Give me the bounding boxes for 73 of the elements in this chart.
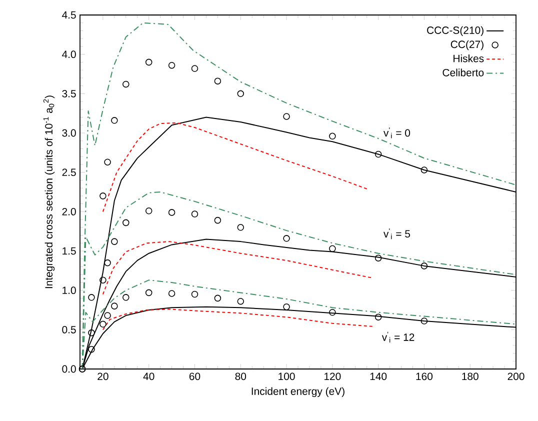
- x-tick-label: 100: [278, 372, 295, 380]
- point: [237, 298, 244, 305]
- y-tick-label: 0.5: [62, 326, 76, 334]
- legend-label: Hiskes: [454, 54, 484, 62]
- annotation: v$^{'}$$_{i}$ = 0: [384, 128, 410, 138]
- point: [122, 294, 130, 301]
- annotation: v$^{'}$$_{i}$ = 5: [384, 228, 410, 240]
- point: [122, 219, 130, 226]
- x-tick-label: 120: [324, 372, 341, 380]
- point: [420, 318, 428, 324]
- point: [420, 262, 428, 270]
- x-tick-label: 20: [98, 372, 108, 380]
- point: [214, 294, 222, 302]
- point: [100, 276, 106, 284]
- point: [104, 259, 111, 266]
- point: [237, 90, 244, 98]
- y-axis-title: Integrated cross section (units of 10$^{-1}$ a$_{0}$$^{2}$): [43, 96, 55, 288]
- point: [191, 65, 198, 72]
- annotation: v$^{'}$$_{i}$ = 12: [382, 332, 414, 342]
- point: [214, 78, 222, 84]
- point: [329, 132, 336, 140]
- y-tick-label: 1.5: [62, 247, 76, 255]
- y-tick-label: 3.5: [62, 90, 76, 98]
- y-tick-label: 4.0: [62, 50, 76, 58]
- point: [111, 238, 118, 245]
- point: [420, 166, 428, 174]
- point: [104, 158, 111, 166]
- x-tick-label: 200: [508, 372, 524, 380]
- point: [104, 312, 111, 319]
- point: [283, 113, 290, 120]
- point: [100, 320, 106, 328]
- y-tick-label: 0.0: [62, 365, 76, 373]
- x-tick-label: 60: [189, 372, 200, 380]
- point: [329, 245, 336, 252]
- point: [168, 290, 176, 297]
- point: [374, 254, 382, 262]
- point: [283, 303, 290, 310]
- x-tick-label: 140: [370, 372, 387, 380]
- point: [88, 346, 95, 353]
- line-series: [102, 241, 372, 295]
- legend-label: CCC-S(210): [427, 26, 484, 36]
- legend-label: CC(27): [450, 40, 484, 50]
- y-tick-label: 2.0: [62, 208, 76, 216]
- point: [88, 329, 95, 336]
- x-axis-title: Incident energy (eV): [252, 387, 344, 398]
- point: [214, 216, 222, 224]
- x-tick-label: 40: [143, 372, 154, 380]
- point: [283, 235, 290, 242]
- point: [168, 209, 176, 216]
- x-tick-label: 160: [416, 372, 433, 380]
- point: [111, 117, 118, 124]
- point: [100, 192, 106, 200]
- x-tick-label: 80: [235, 372, 246, 380]
- point: [374, 314, 382, 320]
- y-tick-label: 1.0: [62, 286, 76, 294]
- point: [145, 207, 152, 214]
- line-series: [102, 308, 374, 330]
- point: [145, 58, 152, 66]
- legend-label: Celiberto: [442, 68, 484, 76]
- point: [111, 302, 118, 310]
- y-tick-label: 4.5: [62, 11, 76, 19]
- point: [329, 308, 336, 316]
- y-tick-label: 2.5: [62, 168, 76, 176]
- point: [88, 294, 95, 301]
- point: [122, 80, 130, 88]
- point: [168, 62, 176, 69]
- point: [145, 289, 152, 296]
- point: [374, 150, 382, 158]
- point: [237, 224, 244, 231]
- point: [191, 290, 198, 298]
- point: [191, 210, 198, 218]
- x-tick-label: 180: [462, 372, 478, 380]
- y-tick-label: 3.0: [62, 129, 76, 137]
